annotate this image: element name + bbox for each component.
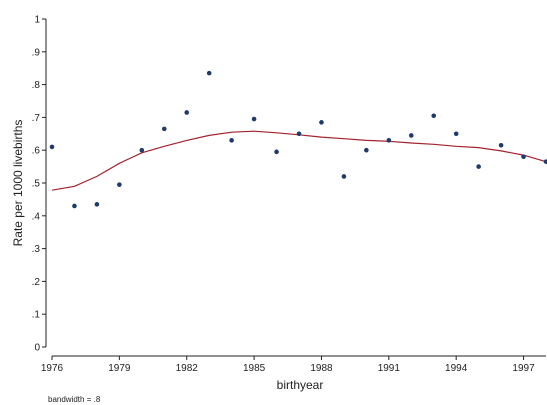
x-tick-label: 1976 [41, 363, 64, 374]
y-tick-label: 1 [34, 15, 40, 26]
data-point [521, 154, 526, 160]
data-point [386, 138, 392, 143]
y-tick-label: .5 [32, 179, 41, 190]
x-tick-label: 1994 [445, 363, 468, 374]
y-axis-title: Rate per 1000 livebirths [11, 120, 25, 247]
data-point [296, 131, 302, 137]
data-point [543, 159, 547, 164]
data-point [49, 144, 55, 150]
data-point [251, 116, 257, 122]
data-point [206, 70, 212, 76]
axes-group: 0 .1 .2 .3 .4 .5 .6 .7 .8 .9 1 1976 1979 1982 1985 1988… [32, 15, 546, 374]
x-tick-label: 1997 [512, 363, 535, 374]
data-point [453, 131, 459, 137]
data-point [476, 164, 481, 169]
x-tick-label: 1991 [378, 363, 401, 374]
y-tick-label: 0 [34, 343, 40, 354]
data-point [72, 203, 77, 209]
y-tick-label: .9 [32, 47, 41, 58]
data-point [117, 182, 122, 187]
data-point [161, 126, 167, 132]
data-point [274, 149, 279, 155]
x-tick-label: 1982 [176, 363, 199, 374]
x-tick-label: 1979 [108, 363, 131, 374]
data-point [341, 174, 347, 179]
marks-group [49, 70, 547, 209]
x-tick-label: 1988 [310, 363, 333, 374]
data-point [498, 142, 504, 148]
y-tick-label: .4 [32, 211, 41, 222]
y-tick-label: .2 [32, 277, 41, 288]
y-tick-label: .3 [32, 244, 41, 255]
y-tick-label: .1 [32, 310, 41, 321]
y-tick-label: .7 [32, 113, 41, 124]
data-point [431, 113, 437, 119]
lowess-line [51, 130, 547, 191]
y-tick-label: .6 [32, 146, 41, 157]
bandwidth-note: bandwidth = .8 [48, 395, 101, 404]
data-point [319, 120, 324, 125]
data-point [139, 147, 145, 153]
data-point [229, 138, 234, 143]
data-point [94, 202, 100, 207]
data-point [364, 147, 369, 153]
x-tick-label: 1985 [243, 363, 266, 374]
y-tick-label: .8 [32, 80, 41, 91]
data-point [408, 133, 414, 138]
data-point [184, 110, 190, 115]
x-axis-title: birthyear [277, 378, 324, 392]
